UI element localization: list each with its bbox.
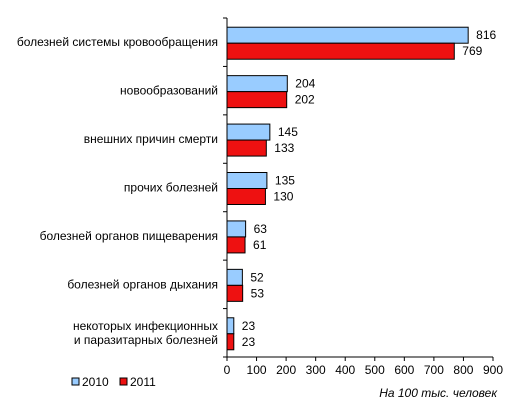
category-label-7: некоторых инфекционных и паразитарных бол… (73, 319, 218, 347)
bar-2011-5 (226, 236, 246, 254)
data-label-2011-2: 202 (295, 93, 315, 107)
x-tick-label-6: 600 (394, 363, 414, 377)
data-label-2011-5: 61 (253, 238, 267, 252)
bar-2011-4 (226, 188, 266, 205)
legend-swatch-2010 (71, 377, 80, 386)
data-label-2010-7: 23 (242, 319, 256, 333)
x-tick-label-3: 300 (306, 363, 326, 377)
category-label-1: болезней системы кровообращения (17, 35, 218, 49)
x-tick-label-2: 200 (276, 363, 296, 377)
axes-layer (223, 17, 494, 361)
x-tick-label-1: 100 (247, 363, 267, 377)
labels-layer: 816 769 болезней системы кровообращения 204… (17, 28, 503, 400)
bar-2011-1 (226, 42, 455, 60)
legend: 2010 2011 (71, 375, 156, 389)
bar-2010-6 (226, 268, 243, 286)
bar-2010-4 (226, 172, 268, 189)
bar-2011-7 (226, 333, 235, 351)
x-tick-label-7: 700 (424, 363, 444, 377)
legend-label-2010: 2010 (82, 375, 109, 389)
data-label-2010-1: 816 (476, 28, 496, 42)
x-tick-label-8: 800 (453, 363, 473, 377)
bars-layer (226, 26, 469, 351)
bar-2010-7 (226, 317, 235, 335)
data-label-2010-6: 52 (250, 270, 264, 284)
x-tick-label-5: 500 (365, 363, 385, 377)
data-label-2010-2: 204 (295, 77, 315, 91)
x-tick-label-9: 900 (483, 363, 503, 377)
x-tick-label-4: 400 (335, 363, 355, 377)
bar-2011-6 (226, 284, 244, 302)
category-label-6: болезней органов дыхания (67, 277, 218, 291)
data-label-2011-6: 53 (251, 286, 265, 300)
x-tick-label-0: 0 (224, 363, 231, 377)
category-label-2: новообразований (120, 84, 218, 98)
bar-2010-3 (226, 123, 271, 141)
bar-2010-5 (226, 220, 247, 238)
category-label-3: внешних причин смерти (84, 132, 218, 146)
unit-note: На 100 тыс. человек (379, 386, 498, 400)
bar-2010-2 (226, 75, 288, 93)
data-label-2010-5: 63 (254, 222, 268, 236)
category-label-5: болезней органов пищеварения (40, 229, 218, 243)
bar-2011-2 (226, 91, 288, 109)
bar-2011-3 (226, 139, 267, 157)
category-label-4: прочих болезней (124, 181, 218, 195)
bar-2010-1 (226, 26, 469, 44)
data-label-2011-3: 133 (274, 141, 294, 155)
data-label-2011-1: 769 (462, 44, 482, 58)
data-label-2010-3: 145 (278, 125, 298, 139)
data-label-2010-4: 135 (275, 174, 295, 188)
data-label-2011-7: 23 (242, 335, 256, 349)
data-label-2011-4: 130 (273, 190, 293, 204)
legend-swatch-2011 (119, 377, 128, 386)
legend-label-2011: 2011 (130, 375, 156, 389)
